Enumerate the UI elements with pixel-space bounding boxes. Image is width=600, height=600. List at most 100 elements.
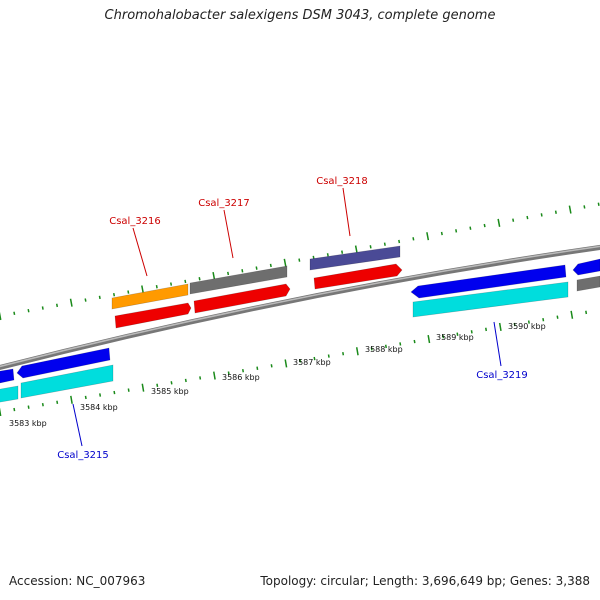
gene-label-csal-3216[interactable]: Csal_3216	[109, 216, 161, 227]
reverse-track-minor-tick	[184, 378, 187, 383]
scale-label-3589: 3589 kbp	[436, 333, 474, 342]
reverse-track-major-tick	[355, 347, 359, 356]
forward-track-minor-tick	[383, 242, 386, 246]
forward-track-minor-tick	[198, 277, 201, 281]
forward-track-minor-tick	[269, 263, 272, 268]
forward-track-major-tick	[212, 272, 216, 281]
scale-label-3586: 3586 kbp	[222, 373, 260, 382]
reverse-track-minor-tick	[413, 339, 416, 344]
forward-track-minor-tick	[184, 279, 187, 284]
forward-track-minor-tick	[412, 237, 415, 241]
gene-label-csal-3218[interactable]: Csal_3218	[316, 176, 368, 187]
forward-track-minor-tick	[540, 213, 543, 217]
reverse-track-minor-tick	[13, 407, 16, 412]
forward-track-minor-tick	[597, 202, 600, 206]
reverse-track-minor-tick	[270, 364, 273, 368]
forward-track-minor-tick	[298, 258, 301, 262]
reverse-track-minor-tick	[527, 320, 530, 324]
reverse-track-major-tick	[284, 359, 288, 368]
forward-track-minor-tick	[512, 218, 515, 222]
forward-track-minor-tick	[554, 210, 557, 214]
forward-track-major-tick	[426, 232, 430, 241]
forward-track-minor-tick	[255, 266, 258, 270]
reverse-track-minor-tick	[99, 393, 102, 397]
reverse-track-minor-tick	[370, 347, 373, 351]
forward-track-minor-tick	[55, 303, 59, 308]
gene-feature-left-cyan[interactable]	[0, 385, 19, 403]
scale-label-3585: 3585 kbp	[151, 387, 189, 396]
forward-track-major-tick	[497, 218, 501, 227]
reverse-track-minor-tick	[56, 400, 59, 404]
reverse-track-minor-tick	[41, 403, 44, 407]
forward-track-minor-tick	[326, 253, 329, 257]
reverse-track-minor-tick	[127, 388, 130, 392]
forward-track-minor-tick	[583, 205, 586, 209]
leader-line-csal-3215	[72, 403, 83, 447]
forward-cds-arrows	[114, 263, 403, 329]
gene-feature-right-gray[interactable]	[576, 275, 600, 292]
reverse-track-minor-tick	[227, 371, 230, 375]
forward-track-minor-tick	[369, 245, 372, 249]
gene-feature-csal-3215-cyan[interactable]	[20, 364, 114, 399]
cds-arrow-left-edge[interactable]	[0, 368, 15, 384]
forward-track-major-tick	[141, 285, 145, 294]
gene-feature-csal-3219-cyan[interactable]	[412, 281, 569, 318]
reverse-strand-features	[0, 281, 569, 403]
cds-arrow-csal-3216[interactable]	[114, 302, 192, 329]
forward-track-minor-tick	[84, 298, 87, 302]
scale-label-3583: 3583 kbp	[9, 419, 47, 428]
cds-arrow-csal-3217[interactable]	[193, 283, 291, 314]
forward-track-minor-tick	[483, 223, 486, 228]
forward-track-major-tick	[354, 245, 358, 254]
forward-strand-features	[111, 245, 600, 310]
scale-label-3590: 3590 kbp	[508, 322, 546, 331]
reverse-track-minor-tick	[84, 395, 87, 400]
forward-track-minor-tick	[27, 308, 30, 313]
forward-track-minor-tick	[440, 231, 443, 236]
reverse-track-minor-tick	[585, 310, 588, 315]
gene-feature-csal-3217-gray[interactable]	[189, 265, 288, 295]
forward-track-minor-tick	[526, 215, 529, 220]
gene-label-csal-3217[interactable]: Csal_3217	[198, 198, 250, 209]
reverse-track-major-tick	[498, 322, 502, 332]
scale-label-3588: 3588 kbp	[365, 345, 403, 354]
cds-arrow-csal-3219[interactable]	[410, 264, 567, 299]
leader-line-csal-3219	[493, 321, 502, 367]
gene-labels: Csal_3216 Csal_3217 Csal_3218 Csal_3215 …	[57, 176, 528, 461]
forward-track-major-tick	[568, 205, 572, 214]
cds-arrow-right-edge[interactable]	[572, 258, 600, 276]
reverse-track-minor-tick	[456, 332, 459, 336]
gene-feature-csal-3216-orange[interactable]	[111, 283, 189, 310]
genome-backbone	[0, 244, 600, 371]
reverse-track-minor-tick	[399, 342, 402, 346]
forward-track-minor-tick	[241, 269, 244, 273]
scale-label-3587: 3587 kbp	[293, 358, 331, 367]
reverse-track-major-tick	[213, 371, 216, 380]
forward-track-minor-tick	[469, 226, 472, 230]
reverse-tick-track	[0, 310, 588, 417]
forward-track-major-tick	[283, 258, 287, 267]
reverse-track-major-tick	[70, 395, 73, 404]
reverse-track-minor-tick	[442, 334, 445, 339]
forward-track-minor-tick	[112, 293, 116, 297]
leader-line-csal-3218	[342, 187, 351, 237]
cds-arrow-csal-3215[interactable]	[16, 347, 111, 379]
reverse-track-minor-tick	[170, 381, 173, 385]
reverse-track-minor-tick	[199, 376, 202, 380]
leader-line-csal-3217	[223, 209, 234, 259]
reverse-track-minor-tick	[156, 383, 159, 387]
reverse-track-major-tick	[427, 335, 431, 344]
forward-track-minor-tick	[227, 271, 230, 276]
forward-track-minor-tick	[13, 311, 16, 316]
gene-label-csal-3215[interactable]: Csal_3215	[57, 450, 109, 461]
forward-track-minor-tick	[398, 239, 401, 244]
cds-arrow-csal-3218[interactable]	[313, 263, 403, 290]
forward-track-minor-tick	[127, 290, 130, 294]
map-title: Chromohalobacter salexigens DSM 3043, co…	[104, 8, 496, 23]
genome-summary-text: Topology: circular; Length: 3,696,649 bp…	[260, 574, 590, 588]
reverse-track-minor-tick	[113, 390, 116, 395]
gene-feature-csal-3218-navy[interactable]	[309, 245, 401, 271]
accession-text: Accession: NC_007963	[9, 574, 146, 588]
gene-label-csal-3219[interactable]: Csal_3219	[476, 370, 528, 381]
